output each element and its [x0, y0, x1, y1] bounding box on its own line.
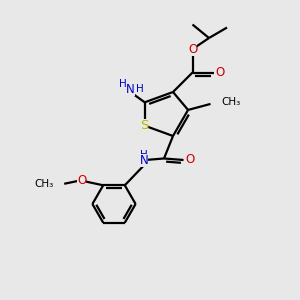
- Text: CH₃: CH₃: [221, 98, 240, 107]
- Text: O: O: [188, 43, 197, 56]
- Text: H: H: [119, 79, 127, 89]
- Text: H: H: [136, 84, 144, 94]
- Text: O: O: [215, 66, 224, 79]
- Text: H: H: [140, 150, 148, 160]
- Text: N: N: [140, 154, 148, 167]
- Text: CH₃: CH₃: [34, 179, 54, 189]
- Text: O: O: [77, 174, 86, 187]
- Text: O: O: [185, 154, 194, 166]
- Text: N: N: [126, 82, 135, 96]
- Text: S: S: [140, 119, 148, 132]
